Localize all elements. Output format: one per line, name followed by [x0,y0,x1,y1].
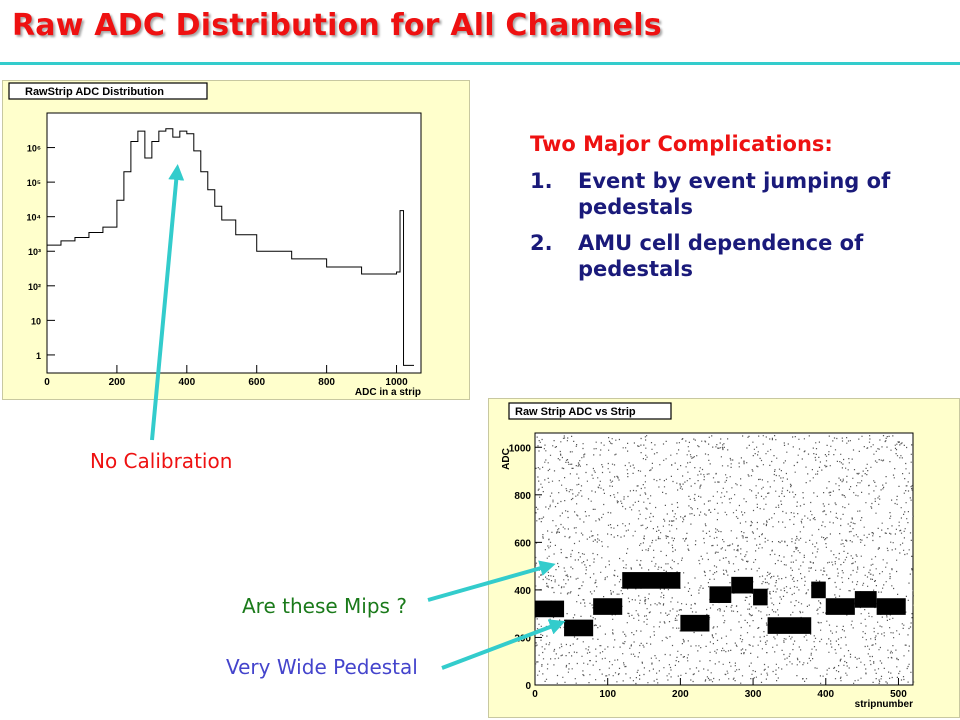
pedestal-band [622,572,681,589]
histogram-series [46,128,415,373]
adc-distribution-histogram: RawStrip ADC Distribution 0 200 400 600 800 10… [8,82,422,398]
complication-number: 1. [530,169,553,193]
y-tick-label: 10² [28,282,41,292]
chart-title-box [508,402,672,420]
title-underline [0,62,960,65]
y-tick-label: 10⁴ [27,213,41,223]
slide-title: Raw ADC Distribution for All Channels [12,8,662,43]
y-axis-label: ADC [501,448,512,470]
complication-text: Event by event jumping of pedestals [578,169,891,219]
pedestal-band [680,614,710,632]
y-tick-label: 10⁵ [27,178,41,188]
pedestal-band [811,581,826,599]
x-tick-label: 200 [109,377,126,388]
x-tick-label: 400 [178,377,195,388]
chart-title: Raw Strip ADC vs Strip [515,406,636,418]
x-axis-label: ADC in a strip [355,387,421,398]
y-tick-label: 1000 [509,443,532,454]
y-tick-label: 400 [514,586,531,597]
complication-item: 2. AMU cell dependence of pedestals [530,230,930,282]
no-calibration-label: No Calibration [90,449,233,473]
x-tick-label: 100 [599,689,616,700]
x-tick-label: 600 [248,377,265,388]
y-tick-label: 0 [525,681,531,692]
pedestal-band [854,591,877,608]
x-tick-label: 200 [672,689,689,700]
pedestal-band [767,617,812,634]
complications-list: Two Major Complications: 1. Event by eve… [530,132,930,292]
y-tick-label: 800 [514,491,531,502]
pedestal-band [709,586,732,603]
x-tick-label: 400 [817,689,834,700]
x-axis-label: stripnumber [855,699,913,710]
pedestal-band [593,598,623,615]
y-tick-label: 200 [514,633,531,644]
x-tick-label: 1000 [385,377,408,388]
histogram-panel: RawStrip ADC Distribution 0 200 400 600 800 10… [2,80,470,400]
x-tick-label: 300 [745,689,762,700]
mips-label: Are these Mips ? [242,594,407,618]
pedestal-band [825,598,855,615]
complication-number: 2. [530,231,553,255]
y-tick-label: 1 [36,351,41,361]
plot-frame [534,432,914,686]
plot-frame [46,112,422,374]
pedestal-band [564,619,594,637]
x-tick-label: 0 [44,377,50,388]
chart-title-box [8,82,208,100]
x-tick-label: 0 [532,689,538,700]
chart-title: RawStrip ADC Distribution [25,86,164,98]
y-tick-label: 10⁶ [27,144,41,154]
x-tick-label: 500 [890,689,907,700]
complication-text: AMU cell dependence of pedestals [578,231,864,281]
pedestal-band [731,576,754,594]
scatter-panel: Raw Strip ADC vs Strip 0 100 200 300 400 500 0 2… [488,398,960,718]
x-tick-label: 800 [318,377,335,388]
complication-item: 1. Event by event jumping of pedestals [530,168,930,220]
pedestal-band [753,588,768,606]
wide-pedestal-label: Very Wide Pedestal [226,655,418,679]
y-tick-label: 600 [514,538,531,549]
y-tick-label: 10 [31,316,41,326]
complications-heading: Two Major Complications: [530,132,833,156]
y-tick-label: 10³ [28,247,41,257]
pedestal-band [876,598,906,615]
adc-vs-strip-scatter: Raw Strip ADC vs Strip 0 100 200 300 400 500 0 2… [501,402,915,710]
pedestal-band [535,600,565,618]
